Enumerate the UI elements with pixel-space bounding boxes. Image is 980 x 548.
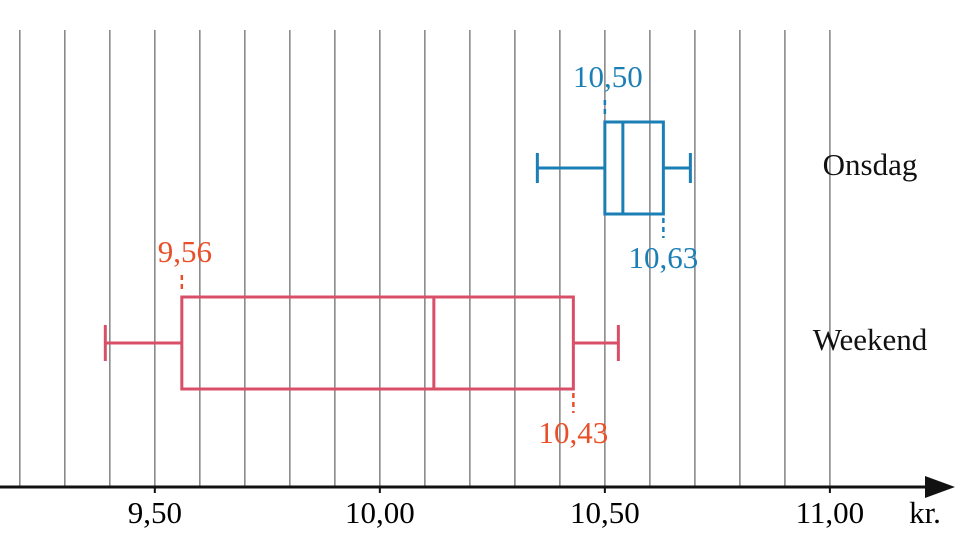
series-label: Weekend <box>813 322 928 357</box>
q1-label: 10,50 <box>573 59 643 94</box>
box <box>180 295 575 391</box>
box <box>603 120 665 216</box>
x-tick-label: 11,00 <box>796 495 865 530</box>
q1-label: 9,56 <box>158 234 212 269</box>
x-tick-label: 9,50 <box>128 495 182 530</box>
x-axis-arrow <box>925 476 955 498</box>
q3-label: 10,43 <box>538 415 608 450</box>
series-label: Onsdag <box>823 147 918 182</box>
x-unit: kr. <box>909 495 941 530</box>
x-tick-label: 10,50 <box>570 495 640 530</box>
q3-label: 10,63 <box>628 240 698 275</box>
x-tick-label: 10,00 <box>345 495 415 530</box>
